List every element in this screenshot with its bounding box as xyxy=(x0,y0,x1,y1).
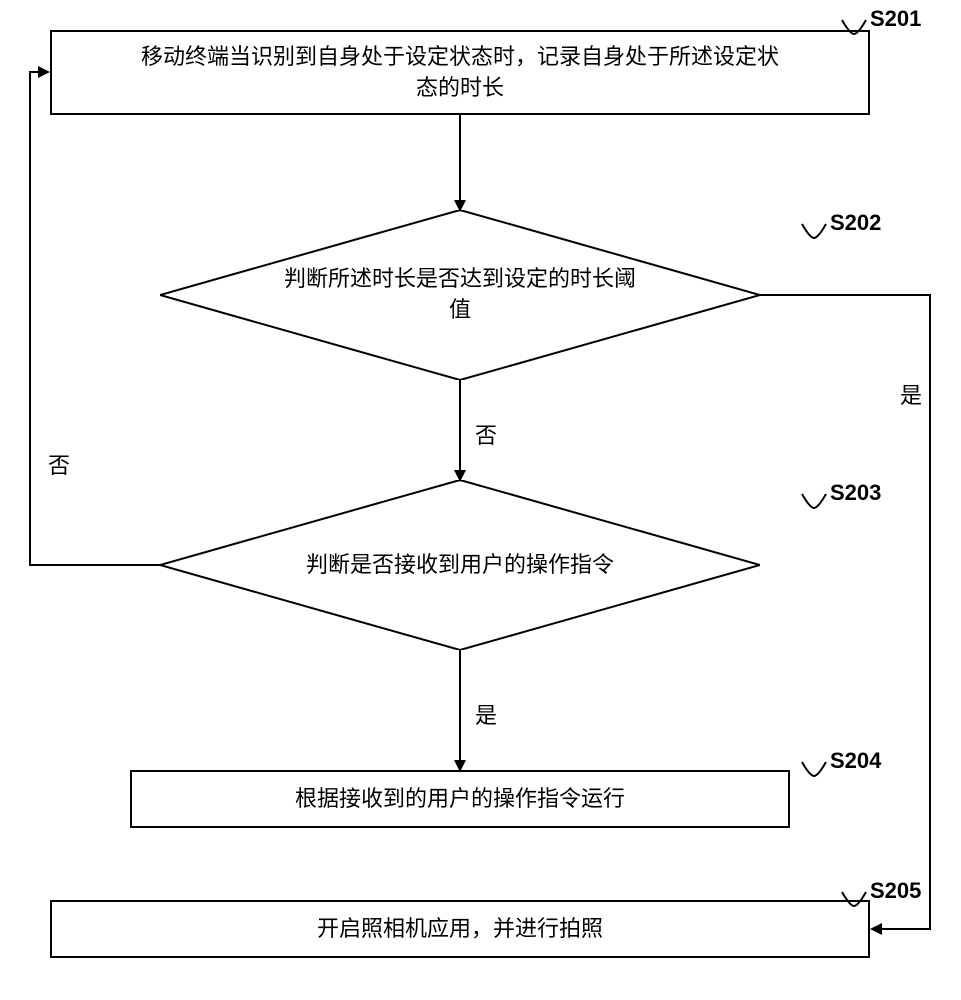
edge-label-s202-no: 否 xyxy=(475,418,497,450)
edge-label-s203-no: 否 xyxy=(48,448,70,480)
node-s203-text: 判断是否接收到用户的操作指令 xyxy=(160,480,760,650)
edge-label-s202-yes: 是 xyxy=(900,378,922,410)
edge-label-s203-yes: 是 xyxy=(475,698,497,730)
node-s203: 判断是否接收到用户的操作指令 xyxy=(160,480,760,650)
node-s205-text: 开启照相机应用，并进行拍照 xyxy=(317,914,603,945)
tick-s201 xyxy=(840,18,868,36)
label-s205: S205 xyxy=(870,878,921,904)
node-s205: 开启照相机应用，并进行拍照 xyxy=(50,900,870,958)
label-s201: S201 xyxy=(870,6,921,32)
node-s202: 判断所述时长是否达到设定的时长阈值 xyxy=(160,210,760,380)
label-s204: S204 xyxy=(830,748,881,774)
node-s202-text: 判断所述时长是否达到设定的时长阈值 xyxy=(160,210,760,380)
tick-s204 xyxy=(800,760,828,778)
node-s201: 移动终端当识别到自身处于设定状态时，记录自身处于所述设定状态的时长 xyxy=(50,30,870,115)
node-s204: 根据接收到的用户的操作指令运行 xyxy=(130,770,790,828)
label-s203: S203 xyxy=(830,480,881,506)
tick-s202 xyxy=(800,222,828,240)
tick-s205 xyxy=(840,890,868,908)
flowchart-container: 移动终端当识别到自身处于设定状态时，记录自身处于所述设定状态的时长 S201 判… xyxy=(0,0,961,1000)
node-s201-text: 移动终端当识别到自身处于设定状态时，记录自身处于所述设定状态的时长 xyxy=(141,42,779,104)
node-s204-text: 根据接收到的用户的操作指令运行 xyxy=(295,784,625,815)
tick-s203 xyxy=(800,492,828,510)
label-s202: S202 xyxy=(830,210,881,236)
